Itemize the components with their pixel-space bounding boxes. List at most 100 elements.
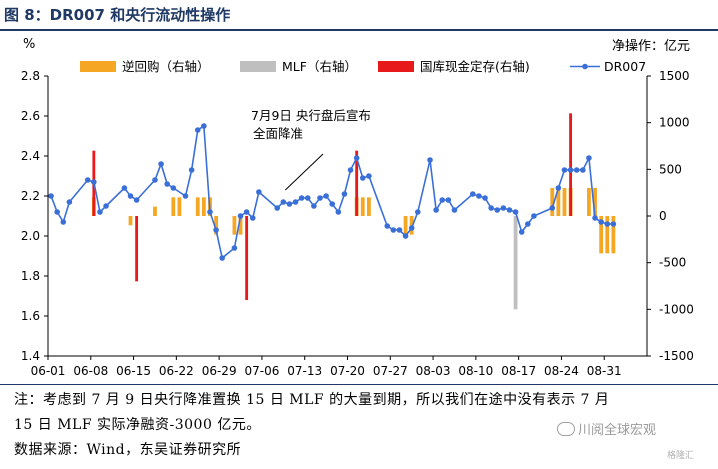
dr007-point [164, 181, 170, 187]
dr007-point [470, 191, 476, 197]
legend-mlf-swatch [240, 61, 276, 72]
reverse-repo-bar [593, 188, 597, 216]
dr007-point [347, 167, 354, 173]
note-line-2: 15 日 MLF 实际净融资-3000 亿元。 [14, 417, 261, 433]
reverse-repo-bar [177, 197, 182, 216]
right-axis-tick-label: 1000 [659, 116, 690, 130]
dr007-point [335, 209, 342, 215]
dr007-point [194, 127, 201, 133]
dr007-point [604, 221, 611, 227]
x-axis-tick-label: 06-15 [116, 364, 151, 378]
dr007-point [592, 215, 598, 221]
dr007-point [158, 161, 164, 167]
legend-treasury-deposit-swatch [378, 61, 414, 72]
dr007-point [292, 199, 299, 205]
dr007-point [561, 167, 568, 173]
dr007-point [323, 193, 329, 199]
dr007-point [213, 227, 219, 233]
dr007-point [531, 213, 537, 219]
watermark-text: 川阅全球宏观 [578, 423, 657, 438]
left-axis-tick-label: 2.2 [21, 189, 40, 203]
dr007-point [482, 195, 488, 201]
note-rule [0, 384, 718, 385]
annotation-line-2: 全面降准 [253, 126, 303, 141]
dr007-point [237, 213, 244, 219]
dr007-point [586, 155, 592, 161]
x-axis-tick-label: 08-17 [501, 364, 536, 378]
dr007-point [567, 167, 574, 173]
x-axis-tick-label: 08-24 [544, 364, 579, 378]
mlf-bar [513, 216, 518, 310]
dr007-point [433, 207, 439, 213]
x-axis-tick-label: 06-29 [202, 364, 237, 378]
dr007-point [127, 193, 134, 199]
treasury-deposit-bar [355, 150, 359, 216]
legend-reverse-repo-swatch [80, 61, 116, 72]
reverse-repo-bar [201, 197, 206, 216]
dr007-point [494, 207, 501, 213]
dr007-point [103, 203, 109, 209]
dr007-point [249, 215, 256, 221]
x-axis-tick-label: 07-27 [373, 364, 408, 378]
dr007-point [427, 157, 433, 163]
left-axis-tick-label: 2.0 [21, 229, 40, 243]
x-axis-tick-label: 08-10 [458, 364, 493, 378]
dr007-point [549, 205, 556, 211]
reverse-repo-bar [550, 188, 555, 216]
dr007-point [414, 209, 421, 215]
dr007-point [408, 225, 415, 231]
dr007-point [402, 233, 409, 239]
dr007-point [555, 185, 562, 191]
dr007-point [598, 219, 604, 225]
legend-treasury-deposit-label: 国库现金定存(右轴) [420, 59, 530, 74]
x-axis-tick-label: 07-06 [244, 364, 279, 378]
dr007-point [525, 221, 531, 227]
reverse-repo-bar [587, 188, 591, 216]
reverse-repo-bar [611, 216, 616, 254]
dr007-point [396, 227, 403, 233]
dr007-point [152, 177, 158, 183]
reverse-repo-bar [599, 216, 604, 254]
reverse-repo-bar [232, 216, 237, 235]
left-axis-tick-label: 1.6 [21, 309, 40, 323]
right-axis-unit: 净操作：亿元 [612, 38, 690, 54]
left-axis-tick-label: 2.4 [21, 149, 40, 163]
dr007-point [286, 201, 293, 207]
treasury-deposit-bar [569, 113, 573, 216]
dr007-point [170, 185, 177, 191]
dr007-point [182, 193, 189, 199]
dr007-point [219, 255, 225, 261]
dr007-point [121, 185, 128, 191]
dr007-point [341, 191, 348, 197]
dr007-line [50, 124, 614, 260]
dr007-point [518, 229, 525, 235]
chart-svg: 1.4 1.6 1.8 2.0 2.2 2.4 2.6 2.8 -1500 -1000 -500 0 5… [21, 37, 694, 378]
x-axis-tick-label: 07-20 [330, 364, 365, 378]
dr007-point [298, 195, 305, 201]
x-axis-tick-label: 06-08 [73, 364, 108, 378]
reverse-repo-bar [171, 197, 176, 216]
dr007-point [445, 197, 452, 203]
dr007-point [243, 209, 250, 215]
dr007-point [500, 205, 507, 211]
left-axis-tick-label: 1.8 [21, 269, 40, 283]
reverse-repo-bar [366, 197, 371, 216]
right-axis-tick-label: 0 [659, 209, 667, 223]
dr007-point [329, 201, 336, 207]
reverse-repo-bar [360, 197, 365, 216]
note-line-1: 注：考虑到 7 月 9 日央行降准置换 15 日 MLF 的大量到期，所以我们在… [14, 392, 610, 408]
dr007-point [60, 219, 67, 225]
corner-mark: 格隆汇 [667, 451, 695, 461]
x-axis-tick-label: 06-22 [159, 364, 194, 378]
dr007-point [91, 179, 97, 185]
legend-dr007-marker [582, 63, 588, 70]
left-axis-tick-label: 2.8 [21, 69, 40, 83]
dr007-point [84, 177, 91, 183]
dr007-point [201, 123, 207, 129]
dr007-point [506, 207, 513, 213]
dr007-point [573, 167, 580, 173]
x-axis-tick-label: 06-01 [31, 364, 66, 378]
left-axis-unit: % [23, 37, 35, 52]
annotation-line-1: 7月9日 央行盘后宣布 [251, 108, 371, 123]
dr007-point [317, 195, 323, 201]
